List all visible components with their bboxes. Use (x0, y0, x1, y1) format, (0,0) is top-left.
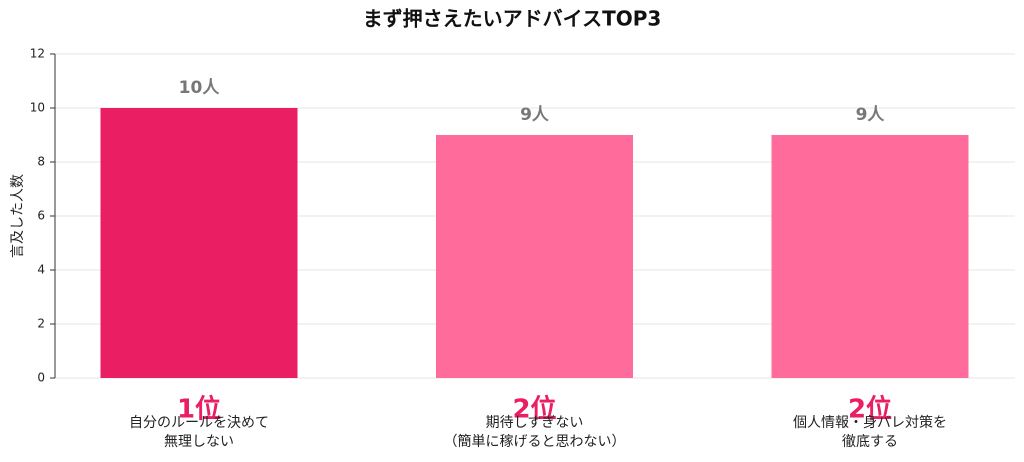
x-tick-label: 個人情報・身バレ対策を 徹底する (793, 415, 947, 450)
bar (436, 135, 633, 378)
value-label: 9人 (520, 105, 550, 125)
y-tick-label: 10 (30, 101, 45, 115)
rank-label: 2位 (512, 394, 556, 425)
bar (771, 135, 969, 378)
y-tick-label: 0 (37, 371, 45, 385)
y-axis-label: 言及した人数 (10, 174, 26, 258)
x-tick-label: 自分のルールを決めて 無理しない (129, 415, 269, 450)
value-label: 9人 (856, 105, 886, 125)
y-tick-label: 6 (37, 209, 45, 223)
y-tick-label: 12 (30, 47, 45, 61)
y-tick-label: 8 (37, 155, 45, 169)
rank-label: 2位 (848, 394, 892, 425)
y-tick-label: 2 (37, 317, 45, 331)
chart-title: まず押さえたいアドバイスTOP3 (363, 7, 662, 31)
bar (100, 108, 298, 378)
x-tick-label: 期待しすぎない （簡単に稼げると思わない） (443, 415, 626, 450)
rank-label: 1位 (177, 394, 221, 425)
y-tick-label: 4 (37, 263, 45, 277)
value-label: 10人 (179, 78, 221, 98)
